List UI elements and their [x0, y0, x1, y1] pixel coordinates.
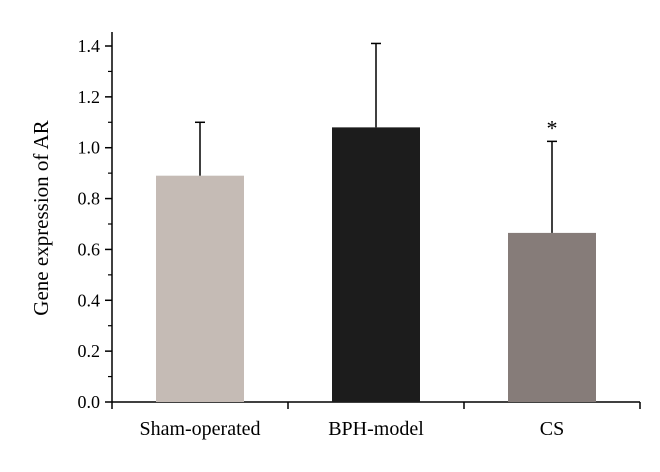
y-tick-label: 1.0: [78, 138, 101, 158]
y-tick-label: 0.8: [78, 189, 101, 209]
y-tick-label: 1.4: [78, 36, 101, 56]
bar-sham-operated: [156, 175, 244, 402]
y-tick-labels: 0.0 0.2 0.4 0.6 0.8 1.0 1.2 1.4: [78, 36, 101, 412]
x-tick-labels: Sham-operated BPH-model CS: [139, 418, 564, 440]
bars: [156, 127, 596, 402]
annotations: *: [547, 115, 558, 140]
y-tick-label: 0.4: [78, 290, 101, 310]
bar-cs: [508, 232, 596, 402]
y-axis-label: Gene expression of AR: [29, 120, 53, 315]
y-tick-label: 0.6: [78, 239, 101, 259]
significance-marker: *: [547, 115, 558, 140]
y-tick-label: 0.0: [78, 392, 101, 412]
x-tick-label: Sham-operated: [139, 418, 260, 440]
x-tick-label: CS: [540, 418, 564, 440]
x-tick-label: BPH-model: [328, 418, 424, 440]
y-tick-label: 1.2: [78, 87, 101, 107]
error-bars: [195, 42, 557, 233]
y-tick-label: 0.2: [78, 341, 101, 361]
bar-bph-model: [332, 127, 420, 402]
